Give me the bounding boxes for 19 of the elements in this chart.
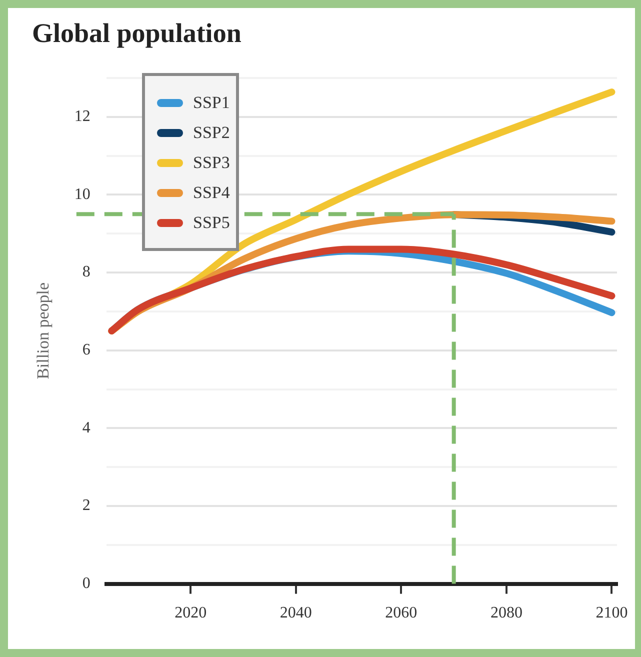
y-tick-label: 2 bbox=[82, 497, 90, 514]
y-tick-label: 4 bbox=[82, 419, 90, 436]
y-tick-label: 0 bbox=[82, 575, 90, 592]
y-tick-label: 10 bbox=[74, 186, 90, 203]
y-tick-label: 6 bbox=[82, 342, 90, 359]
y-tick-label: 12 bbox=[74, 108, 90, 126]
legend-label: SSP1 bbox=[193, 93, 230, 113]
x-tick-label: 2100 bbox=[596, 604, 628, 622]
x-tick-label: 2060 bbox=[385, 604, 418, 622]
x-tick-label: 2040 bbox=[280, 604, 312, 622]
legend-label: SSP3 bbox=[193, 153, 230, 173]
legend-label: SSP4 bbox=[193, 183, 230, 203]
y-tick-label: 8 bbox=[82, 264, 90, 281]
legend-label: SSP2 bbox=[193, 123, 230, 143]
y-axis-title: Billion people bbox=[34, 282, 53, 380]
x-tick-label: 2080 bbox=[490, 604, 522, 622]
chart-title: Global population bbox=[32, 18, 242, 49]
x-tick-label: 2020 bbox=[174, 604, 207, 622]
legend-label: SSP5 bbox=[193, 213, 230, 233]
